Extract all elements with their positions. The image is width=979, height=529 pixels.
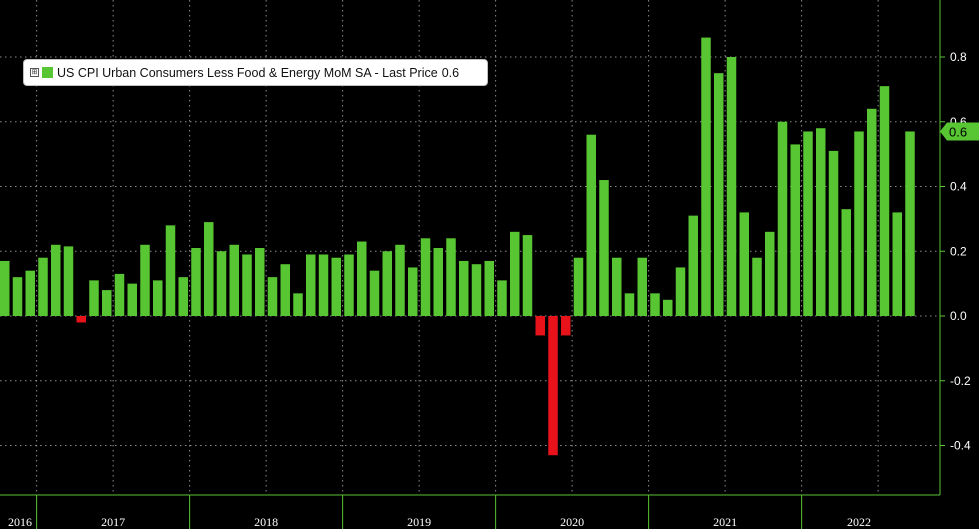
legend-series-label: US CPI Urban Consumers Less Food & Energ…: [57, 65, 438, 80]
bar: [51, 244, 61, 316]
bar: [25, 270, 35, 316]
bar: [306, 254, 316, 316]
bar: [701, 37, 711, 316]
bar: [752, 257, 762, 316]
bar: [433, 248, 443, 316]
y-tick-label: -0.4: [950, 439, 971, 453]
bar: [459, 260, 469, 316]
x-year-label: 2016: [8, 515, 32, 529]
bar: [688, 215, 698, 316]
last-price-tag: 0.6: [940, 122, 979, 141]
y-tick-label: -0.2: [950, 374, 971, 388]
bar: [38, 257, 48, 316]
bar: [854, 131, 864, 316]
bar: [777, 121, 788, 316]
bar: [102, 290, 112, 316]
bar: [484, 260, 494, 316]
x-year-label: 2017: [101, 515, 125, 529]
bar: [12, 277, 23, 316]
bar: [561, 316, 571, 336]
bar: [675, 267, 686, 316]
bar: [803, 131, 813, 316]
bar: [242, 254, 252, 316]
bar: [765, 231, 775, 316]
bar: [344, 254, 354, 316]
bar: [535, 316, 545, 336]
bar-series: [0, 37, 915, 456]
bar: [420, 238, 431, 316]
bar: [726, 57, 737, 316]
last-price-tag-label: 0.6: [949, 124, 967, 139]
bar: [599, 180, 609, 316]
bar: [140, 244, 150, 316]
bar: [165, 225, 176, 316]
bar: [280, 264, 290, 316]
bar: [267, 277, 278, 316]
bar: [127, 283, 137, 316]
bar: [510, 231, 520, 316]
bar: [204, 222, 214, 316]
bar: [395, 244, 405, 316]
bar: [114, 273, 125, 316]
y-axis: 0.8 0.6 0.4 0.2 0.0 -0.2 -0.4: [940, 50, 971, 453]
bar: [331, 257, 341, 316]
bar: [828, 150, 839, 316]
legend-expand-icon[interactable]: ⊞: [30, 68, 39, 77]
x-year-label: 2020: [560, 515, 584, 529]
bar: [612, 257, 622, 316]
bar: [63, 246, 74, 316]
x-year-label: 2022: [847, 515, 871, 529]
bar: [816, 128, 826, 316]
bar: [497, 280, 507, 316]
bar: [739, 212, 749, 316]
y-tick-label: 0.8: [950, 50, 967, 64]
bar: [637, 257, 647, 316]
bar: [369, 270, 380, 316]
bar: [0, 260, 10, 316]
bar: [548, 316, 558, 456]
y-tick-label: 0.2: [950, 244, 967, 258]
x-year-label: 2019: [407, 515, 431, 529]
bar: [153, 280, 163, 316]
bar: [867, 108, 877, 316]
bar: [905, 131, 915, 316]
chart-legend[interactable]: ⊞ US CPI Urban Consumers Less Food & Ene…: [23, 59, 488, 86]
bar: [663, 299, 673, 316]
legend-last-value: 0.6: [441, 65, 460, 80]
legend-series-swatch: [42, 67, 53, 78]
bar: [408, 267, 418, 316]
x-axis: 2016 2017 2018 2019 2020 2021 2022: [0, 494, 940, 529]
bar: [255, 248, 265, 316]
bar: [382, 251, 392, 316]
bar: [318, 254, 329, 316]
bar: [89, 280, 99, 316]
y-tick-label: 0.4: [950, 180, 967, 194]
horizontal-gridlines: [0, 56, 940, 446]
bar: [293, 293, 303, 316]
bar: [357, 241, 367, 316]
bar: [191, 248, 201, 316]
last-price-tag-background: [940, 122, 979, 141]
bar: [76, 316, 86, 323]
bar: [879, 86, 890, 316]
bar: [471, 264, 482, 316]
bar: [790, 144, 800, 316]
bar: [522, 235, 533, 316]
bar: [624, 293, 635, 316]
bar: [229, 244, 239, 316]
bar: [446, 238, 456, 316]
bar: [714, 73, 724, 316]
bar: [892, 212, 902, 316]
bar: [586, 134, 596, 316]
bar: [841, 209, 851, 316]
bar: [573, 257, 584, 316]
x-year-label: 2021: [713, 515, 737, 529]
y-tick-label: 0.0: [950, 309, 967, 323]
x-year-label: 2018: [254, 515, 278, 529]
bar: [650, 293, 660, 316]
bar: [216, 251, 227, 316]
bar: [178, 277, 188, 316]
